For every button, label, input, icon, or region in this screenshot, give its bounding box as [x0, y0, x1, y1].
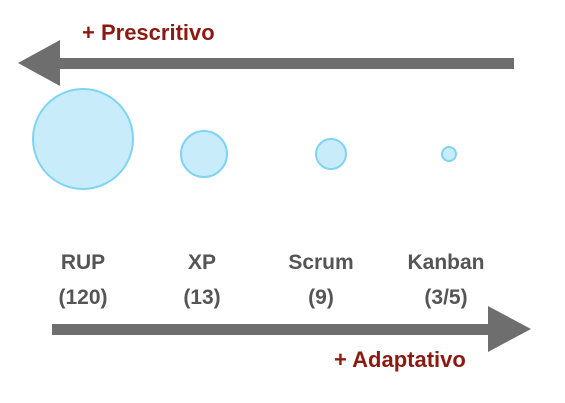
method-count: (3/5) — [424, 286, 468, 309]
method-xp: XP (13) — [147, 245, 257, 315]
method-name: Scrum — [288, 251, 354, 274]
method-scrum: Scrum (9) — [266, 245, 376, 315]
prescriptive-label: + Prescritivo — [82, 20, 215, 45]
bubble-scrum — [315, 138, 347, 170]
bubble-rup — [32, 88, 134, 190]
method-count: (120) — [58, 286, 108, 309]
method-count: (9) — [308, 286, 334, 309]
arrow-head-right-icon — [488, 306, 531, 352]
bubble-kanban — [441, 146, 457, 162]
bubble-xp — [180, 130, 228, 178]
method-name: RUP — [60, 251, 106, 274]
method-kanban: Kanban (3/5) — [391, 245, 501, 315]
arrow-head-left-icon — [18, 40, 60, 86]
adaptive-label: + Adaptativo — [334, 347, 466, 372]
method-rup: RUP (120) — [28, 245, 138, 315]
method-count: (13) — [183, 286, 221, 309]
method-name: Kanban — [407, 251, 485, 274]
method-name: XP — [187, 251, 216, 274]
